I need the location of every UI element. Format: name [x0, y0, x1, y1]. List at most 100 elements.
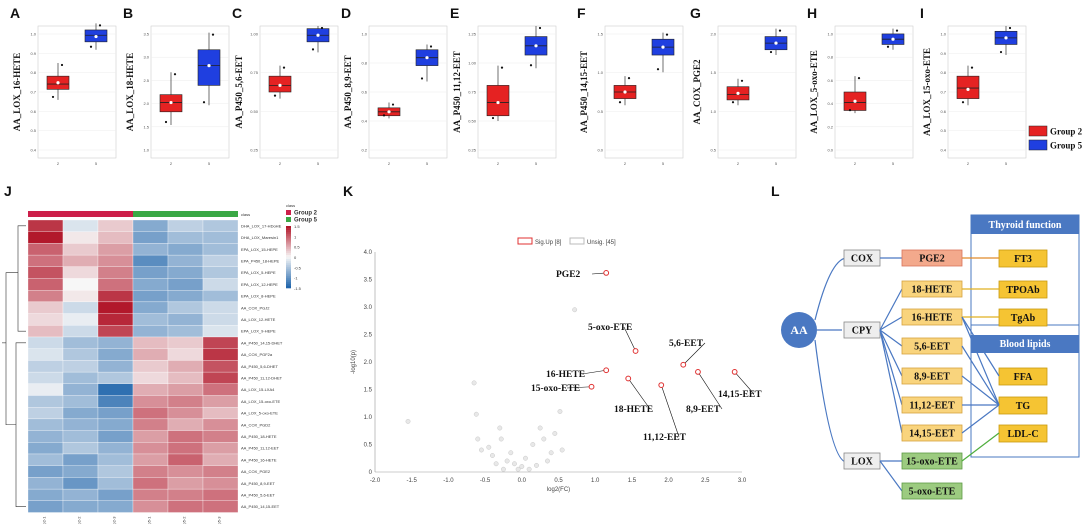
sig-point-label: PGE2	[556, 270, 581, 280]
heatmap-cell	[202, 453, 239, 466]
heatmap-cell	[132, 430, 169, 443]
class-bar-cell	[133, 211, 168, 217]
heatmap-cell	[167, 243, 204, 256]
y-tick-label: 1.0	[143, 148, 149, 153]
heatmap-cell	[97, 442, 134, 455]
boxplot-legend: Group 2 Group 5	[1028, 125, 1083, 151]
color-scale-step	[286, 248, 291, 252]
legend-label: Group 5	[294, 218, 318, 224]
heatmap-cell	[202, 243, 239, 256]
y-tick-label: 0.8	[30, 70, 36, 75]
heatmap-row-label: AA_COX_PGE2	[241, 469, 271, 474]
y-tick-label: 0.4	[940, 148, 946, 153]
y-tick-label: 1.5	[597, 32, 603, 37]
heatmap-cell	[202, 336, 239, 349]
boxplot-ylabel: AA_LOX_5-oxo-ETE	[809, 50, 819, 134]
color-scale-step	[286, 265, 291, 268]
sample-point	[538, 26, 542, 30]
sig-point	[731, 369, 738, 375]
heatmap-cell	[202, 266, 239, 279]
sample-point	[895, 29, 899, 32]
mean-dot	[623, 90, 627, 94]
heatmap-cell	[27, 371, 64, 384]
y-tick-label: 1.5	[364, 388, 373, 394]
sample-point	[311, 48, 315, 51]
heatmap-cell	[27, 488, 64, 501]
heatmap-cell	[167, 488, 204, 501]
heatmap-cell	[62, 418, 99, 431]
heatmap-row-label: DHA_LOX_17-HDoHE	[241, 223, 282, 228]
unsig-point	[493, 461, 499, 467]
link-15oxo-ldl	[961, 432, 1000, 462]
panel-label-i: I	[920, 5, 924, 21]
boxplot-h: H AA_LOX_5-oxo-ETE 1.0 0.8 0.6 0.4 0.2 0.0 2 5	[807, 5, 914, 166]
heatmap-cell	[97, 266, 134, 279]
x-tick-label: -1.0	[443, 478, 454, 484]
heatmap-cell	[97, 383, 134, 396]
color-scale-step	[286, 234, 291, 237]
y-tick-label: 0.4	[361, 119, 367, 124]
panel-label-h: H	[807, 5, 817, 21]
y-tick-label: 1.0	[361, 32, 367, 37]
aa-node	[781, 312, 817, 348]
boxplot-b: B AA_LOX_18-HETE 3.5 3.0 2.5 2.0 1.5 1.0 2 5	[123, 5, 230, 166]
heatmap-row-label: AA_P450_16-HETE	[241, 457, 277, 462]
dendro-branch	[17, 225, 26, 332]
y-tick-label: 0.0	[827, 148, 833, 153]
heatmap-row-label: EPA_LOX_8-HEPE	[241, 294, 276, 299]
panel-label-b: B	[123, 5, 133, 21]
heatmap-cell	[62, 500, 99, 513]
heatmap-cell	[202, 325, 239, 338]
heatmap-cell	[62, 278, 99, 291]
heatmap-cell	[167, 453, 204, 466]
label-leader	[627, 378, 651, 410]
unsig-point	[545, 458, 550, 464]
label-leader	[660, 385, 680, 438]
link-89eet-tg	[961, 375, 1000, 406]
y-tick-label: 0.6	[940, 109, 946, 114]
heatmap-cell	[167, 395, 204, 408]
thyroid-node-label: TPOAb	[1006, 285, 1040, 296]
boxplot-ylabel: AA_P450_8,9-EET	[343, 55, 353, 128]
sample-point	[529, 64, 533, 67]
mean-dot	[1004, 36, 1008, 40]
heatmap-cell	[202, 254, 239, 267]
color-scale-step	[286, 267, 291, 270]
sig-point-label: 5,6-EET	[669, 339, 704, 349]
x-tick-label: 5	[208, 161, 211, 166]
sample-point	[173, 73, 177, 76]
metabolite-node-label: 11,12-EET	[909, 401, 955, 412]
color-scale-tick: 0	[294, 255, 297, 260]
color-scale-step	[286, 238, 291, 241]
color-scale-step	[286, 226, 291, 229]
color-scale-tick: 0.5	[294, 245, 300, 250]
sample-point	[282, 66, 286, 69]
y-tick-label: 0.2	[827, 124, 833, 129]
color-scale-step	[286, 244, 291, 247]
heatmap-cell	[167, 500, 204, 513]
heatmap-row-label: EPA_LOX_15-HEPE	[241, 247, 278, 252]
thyroid-header	[971, 215, 1079, 234]
link-cpy-metabolite	[879, 329, 903, 406]
panel-label-k: K	[343, 183, 353, 199]
heatmap-row-label: AA_P450_11,12-EET	[241, 446, 280, 451]
heatmap-cell	[202, 465, 239, 478]
heatmap-cell	[97, 278, 134, 291]
mean-dot	[966, 87, 970, 91]
heatmap-cell	[97, 254, 134, 267]
heatmap-cell	[132, 254, 169, 267]
heatmap-cell	[62, 360, 99, 373]
heatmap-cell	[132, 360, 169, 373]
y-tick-label: 1.00	[250, 32, 259, 37]
heatmap-cell	[62, 371, 99, 384]
y-tick-label: 0.25	[468, 148, 477, 153]
heatmap-cell	[167, 325, 204, 338]
x-tick-label: 5	[662, 161, 665, 166]
metabolite-node-label: 16-HETE	[911, 313, 952, 324]
heatmap-cell	[27, 360, 64, 373]
unsig-point	[498, 436, 504, 442]
heatmap-cell	[62, 395, 99, 408]
